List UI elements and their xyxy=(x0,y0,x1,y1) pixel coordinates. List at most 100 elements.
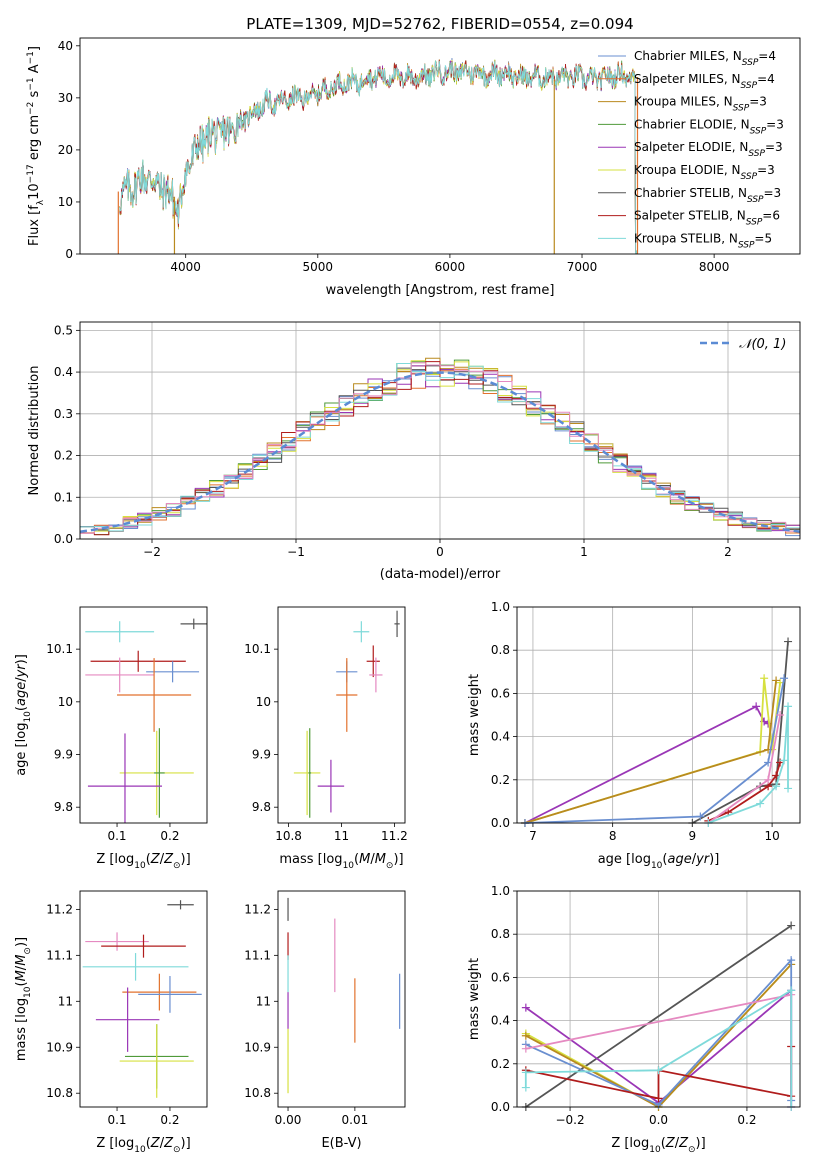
y-tick-label: 0.6 xyxy=(491,686,510,700)
axes-frame xyxy=(277,890,406,1108)
x-axis-label-part: age [log xyxy=(598,852,651,867)
x-axis-label-part: Z [log xyxy=(611,1136,649,1151)
y-tick-label: 9.8 xyxy=(54,800,73,814)
y-tick-label: 0.4 xyxy=(54,365,73,379)
legend-label-part: SSP xyxy=(748,149,765,159)
weight-marker xyxy=(521,1044,530,1053)
x-axis-label-part: Z xyxy=(678,1136,689,1151)
x-tick-label: 6000 xyxy=(435,260,466,274)
y-tick-label: 0.0 xyxy=(491,816,510,830)
legend-label-part: SSP xyxy=(750,126,767,136)
histogram-step xyxy=(80,362,800,536)
x-axis-label-part: Z xyxy=(150,1136,161,1151)
legend-label-part: Salpeter MILES, N xyxy=(634,72,741,86)
x-axis-label-part: / xyxy=(370,852,375,867)
x-axis-label-part: Z xyxy=(163,852,174,867)
y-tick-label: 0.6 xyxy=(491,970,510,984)
x-axis-label: Z [log10(Z/Z⊙)] xyxy=(96,852,190,871)
y-tick-label: 0.2 xyxy=(491,773,510,787)
y-tick-label: 0 xyxy=(65,247,73,261)
x-axis-label-part: 10 xyxy=(134,1145,146,1155)
x-axis-label-part: / xyxy=(160,852,165,867)
weight-marker xyxy=(787,956,796,965)
legend-label-part: Kroupa MILES, N xyxy=(634,95,733,109)
x-tick-label: 0.2 xyxy=(160,829,179,843)
y-tick-label: 1.0 xyxy=(491,884,510,898)
x-tick-label: 0.2 xyxy=(737,1113,756,1127)
axes-frame xyxy=(277,606,406,824)
y-tick-label: 0.8 xyxy=(491,643,510,657)
y-axis-label-part: 10 xyxy=(27,183,42,200)
y-axis-label-part: −1 xyxy=(26,77,36,90)
x-axis-label-part: 10 xyxy=(651,861,663,871)
x-axis-label-part: Z [log xyxy=(96,1136,134,1151)
y-tick-label: 0.8 xyxy=(491,927,510,941)
y-axis-label-part: −1 xyxy=(26,51,36,64)
x-axis-label-part: E(B-V) xyxy=(321,1136,361,1151)
x-axis-label-part: ( xyxy=(661,1136,666,1151)
x-axis-label: age [log10(age/yr)] xyxy=(598,852,720,871)
x-axis-label-part: Z xyxy=(665,1136,676,1151)
y-axis-label: Normed distribution xyxy=(27,366,42,496)
y-axis-label-part: ⊙ xyxy=(23,947,33,955)
legend-label-part: SSP xyxy=(747,195,764,205)
weight-marker xyxy=(521,1003,530,1012)
x-axis-label: mass [log10(M/M⊙)] xyxy=(279,852,403,871)
y-axis-label-part: / xyxy=(14,965,29,970)
y-axis-label: mass [log10(M/M⊙)] xyxy=(14,937,33,1061)
y-axis-label-part: M xyxy=(14,955,29,966)
x-axis-label-part: ⊙ xyxy=(386,861,394,871)
y-tick-label: 10.9 xyxy=(46,1040,73,1054)
legend-label: 𝒩(0, 1) xyxy=(739,337,786,352)
x-axis-label-part: Z xyxy=(163,1136,174,1151)
x-tick-label: −0.2 xyxy=(555,1113,584,1127)
x-axis-label-part: )] xyxy=(181,852,191,867)
x-tick-label: 1 xyxy=(580,545,588,559)
x-tick-label: 7 xyxy=(529,829,537,843)
weight-marker xyxy=(780,674,789,683)
y-tick-label: 0.5 xyxy=(54,323,73,337)
y-axis-label-part: ( xyxy=(14,706,29,711)
y-axis-label-part: mass [log xyxy=(14,998,29,1061)
legend-label: Salpeter STELIB, NSSP=6 xyxy=(634,209,780,228)
axes-frame xyxy=(516,606,801,824)
spectrum-line xyxy=(119,60,638,254)
x-axis-label-part: ( xyxy=(662,852,667,867)
legend-label-part: Chabrier STELIB, N xyxy=(634,186,747,200)
x-axis-label-part: )] xyxy=(393,852,403,867)
x-axis-label-part: / xyxy=(675,1136,680,1151)
y-tick-label: 9.9 xyxy=(54,748,73,762)
axes-frame xyxy=(79,321,801,540)
legend-label: Kroupa MILES, NSSP=3 xyxy=(634,95,767,114)
x-tick-label: 8 xyxy=(609,829,617,843)
x-axis-label-part: 10 xyxy=(343,861,355,871)
y-axis-label-part: A xyxy=(27,64,42,77)
y-tick-label: 11.2 xyxy=(244,902,271,916)
y-axis-label-part: yr xyxy=(14,663,29,679)
x-tick-label: 5000 xyxy=(303,260,334,274)
legend-label-part: =5 xyxy=(754,231,772,245)
y-tick-label: 9.8 xyxy=(252,800,271,814)
x-axis-label-part: )] xyxy=(696,1136,706,1151)
legend-label-part: =3 xyxy=(749,95,767,109)
axes-frame xyxy=(79,606,208,824)
x-tick-label: −1 xyxy=(287,545,305,559)
x-axis-label: E(B-V) xyxy=(321,1136,361,1151)
legend-label-part: =4 xyxy=(758,49,776,63)
y-axis-label-part: erg cm xyxy=(27,115,42,164)
legend-label-part: =3 xyxy=(764,186,782,200)
y-tick-label: 11.1 xyxy=(46,948,73,962)
x-axis-label: (data-model)/error xyxy=(380,567,501,582)
y-axis-label-part: M xyxy=(14,970,29,981)
normal-curve xyxy=(80,371,800,533)
y-axis-label: mass weight xyxy=(467,958,482,1040)
y-tick-label: 0.0 xyxy=(491,1100,510,1114)
y-tick-label: 1.0 xyxy=(491,600,510,614)
weight-line xyxy=(707,706,789,824)
weight-marker xyxy=(776,711,785,719)
x-tick-label: 0.0 xyxy=(649,1113,668,1127)
legend-label-part: Salpeter ELODIE, N xyxy=(634,140,748,154)
